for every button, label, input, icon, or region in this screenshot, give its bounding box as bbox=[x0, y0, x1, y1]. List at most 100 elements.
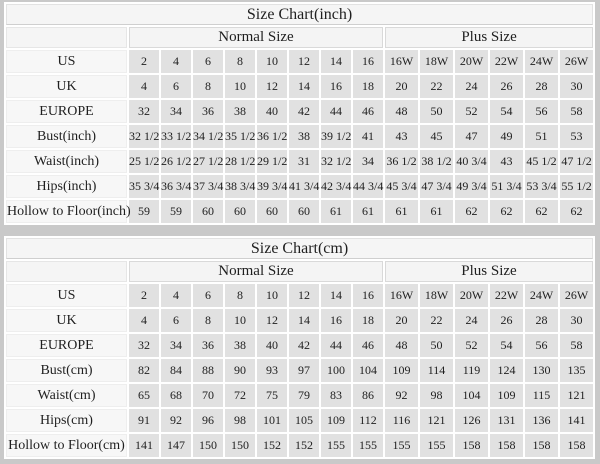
size-cell: 20W bbox=[455, 50, 488, 73]
column-group-row: Normal Size Plus Size bbox=[6, 27, 594, 48]
size-cell: 41 3/4 bbox=[289, 175, 319, 198]
size-cell: 8 bbox=[193, 75, 223, 98]
size-cell: 44 bbox=[321, 334, 351, 357]
size-cell: 33 1/2 bbox=[161, 125, 191, 148]
row-label: Hips(inch) bbox=[6, 175, 127, 198]
size-cell: 62 bbox=[455, 200, 488, 223]
size-cell: 48 bbox=[385, 334, 418, 357]
size-cell: 96 bbox=[193, 409, 223, 432]
size-cell: 61 bbox=[353, 200, 383, 223]
size-cell: 18W bbox=[420, 284, 453, 307]
size-cell: 26W bbox=[560, 284, 594, 307]
size-cell: 4 bbox=[161, 284, 191, 307]
size-cell: 155 bbox=[420, 434, 453, 457]
size-cell: 44 bbox=[321, 100, 351, 123]
size-cell: 10 bbox=[257, 284, 287, 307]
size-cell: 155 bbox=[385, 434, 418, 457]
size-cell: 152 bbox=[257, 434, 287, 457]
row-label: Hollow to Floor(cm) bbox=[6, 434, 127, 457]
size-cell: 38 1/2 bbox=[420, 150, 453, 173]
size-cell: 32 bbox=[129, 100, 159, 123]
size-cell: 4 bbox=[161, 50, 191, 73]
size-cell: 28 bbox=[525, 75, 558, 98]
row-label: Waist(inch) bbox=[6, 150, 127, 173]
size-cell: 92 bbox=[161, 409, 191, 432]
size-cell: 8 bbox=[193, 309, 223, 332]
size-cell: 35 3/4 bbox=[129, 175, 159, 198]
size-cell: 45 3/4 bbox=[385, 175, 418, 198]
row-label: Waist(cm) bbox=[6, 384, 127, 407]
size-cell: 93 bbox=[257, 359, 287, 382]
size-cell: 109 bbox=[385, 359, 418, 382]
table-row: US 2 4 6 8 10 12 14 16 16W 18W 20W 22W 24W 26W bbox=[6, 284, 594, 307]
size-cell: 83 bbox=[321, 384, 351, 407]
row-label: US bbox=[6, 50, 127, 73]
table-title: Size Chart(cm) bbox=[6, 238, 594, 259]
size-cell: 60 bbox=[289, 200, 319, 223]
row-label: Bust(cm) bbox=[6, 359, 127, 382]
size-cell: 60 bbox=[225, 200, 255, 223]
size-cell: 158 bbox=[455, 434, 488, 457]
size-cell: 14 bbox=[321, 50, 351, 73]
size-cell: 52 bbox=[455, 100, 488, 123]
size-cell: 58 bbox=[560, 334, 594, 357]
size-cell: 56 bbox=[525, 334, 558, 357]
table-row: Waist(cm) 65 68 70 72 75 79 83 86 92 98 104 109 115 12… bbox=[6, 384, 594, 407]
size-cell: 56 bbox=[525, 100, 558, 123]
size-cell: 158 bbox=[525, 434, 558, 457]
size-cell: 32 1/2 bbox=[321, 150, 351, 173]
size-cell: 91 bbox=[129, 409, 159, 432]
size-cell: 10 bbox=[257, 50, 287, 73]
size-cell: 150 bbox=[193, 434, 223, 457]
size-cell: 34 bbox=[161, 334, 191, 357]
size-cell: 28 bbox=[525, 309, 558, 332]
size-cell: 114 bbox=[420, 359, 453, 382]
size-cell: 38 3/4 bbox=[225, 175, 255, 198]
size-cell: 104 bbox=[455, 384, 488, 407]
size-cell: 35 1/2 bbox=[225, 125, 255, 148]
size-cell: 31 bbox=[289, 150, 319, 173]
size-cell: 12 bbox=[289, 284, 319, 307]
size-cell: 68 bbox=[161, 384, 191, 407]
size-cell: 45 bbox=[420, 125, 453, 148]
size-cell: 10 bbox=[225, 75, 255, 98]
size-cell: 55 1/2 bbox=[560, 175, 594, 198]
size-cell: 50 bbox=[420, 100, 453, 123]
size-cell: 18W bbox=[420, 50, 453, 73]
size-cell: 131 bbox=[490, 409, 523, 432]
table-row: UK 4 6 8 10 12 14 16 18 20 22 24 26 28 30 bbox=[6, 309, 594, 332]
size-cell: 46 bbox=[353, 334, 383, 357]
size-cell: 16 bbox=[321, 75, 351, 98]
size-cell: 155 bbox=[353, 434, 383, 457]
size-cell: 34 bbox=[353, 150, 383, 173]
size-cell: 92 bbox=[385, 384, 418, 407]
size-cell: 98 bbox=[225, 409, 255, 432]
table-row: Hips(cm) 91 92 96 98 101 105 109 112 116 121 126 131… bbox=[6, 409, 594, 432]
size-cell: 47 1/2 bbox=[560, 150, 594, 173]
size-cell: 22W bbox=[490, 50, 523, 73]
size-cell: 4 bbox=[129, 309, 159, 332]
size-cell: 30 bbox=[560, 75, 594, 98]
size-cell: 141 bbox=[129, 434, 159, 457]
size-cell: 121 bbox=[560, 384, 594, 407]
size-cell: 30 bbox=[560, 309, 594, 332]
size-cell: 27 1/2 bbox=[193, 150, 223, 173]
size-cell: 51 bbox=[525, 125, 558, 148]
size-cell: 6 bbox=[193, 50, 223, 73]
size-cell: 60 bbox=[257, 200, 287, 223]
size-cell: 75 bbox=[257, 384, 287, 407]
size-cell: 36 3/4 bbox=[161, 175, 191, 198]
size-cell: 34 bbox=[161, 100, 191, 123]
size-cell: 135 bbox=[560, 359, 594, 382]
size-cell: 24W bbox=[525, 284, 558, 307]
size-cell: 22 bbox=[420, 75, 453, 98]
size-cell: 62 bbox=[560, 200, 594, 223]
size-cell: 6 bbox=[193, 284, 223, 307]
table-row: Bust(cm) 82 84 88 90 93 97 100 104 109 114 119 124 13… bbox=[6, 359, 594, 382]
size-cell: 8 bbox=[225, 50, 255, 73]
size-cell: 36 bbox=[193, 334, 223, 357]
size-cell: 42 3/4 bbox=[321, 175, 351, 198]
size-cell: 2 bbox=[129, 50, 159, 73]
corner-cell bbox=[6, 27, 127, 48]
